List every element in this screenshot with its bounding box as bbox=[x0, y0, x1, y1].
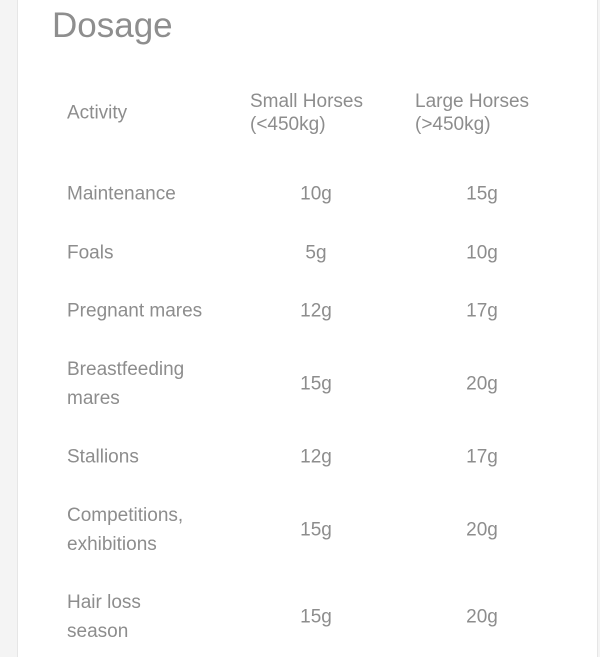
small-dose-cell: 12g bbox=[300, 446, 332, 468]
table-row: Breastfeeding mares 15g 20g bbox=[18, 354, 597, 414]
activity-cell: Hair loss season bbox=[67, 592, 141, 642]
large-dose-cell: 17g bbox=[466, 300, 498, 322]
small-dose-cell: 15g bbox=[300, 606, 332, 628]
activity-cell: Pregnant mares bbox=[67, 300, 203, 322]
header-activity: Activity bbox=[67, 102, 128, 124]
header-small-line2: (<450kg) bbox=[250, 114, 326, 135]
dosage-card: Dosage Activity Small Horses (<450kg) La… bbox=[17, 0, 598, 657]
header-large-line1: Large Horses bbox=[415, 91, 530, 112]
large-dose-cell: 20g bbox=[466, 519, 498, 541]
page-title: Dosage bbox=[52, 6, 173, 45]
header-large-horses: Large Horses (>450kg) bbox=[415, 90, 575, 136]
small-dose-cell: 10g bbox=[300, 183, 332, 205]
table-header-row: Activity Small Horses (<450kg) Large Hor… bbox=[18, 83, 597, 143]
table-row: Maintenance 10g 15g bbox=[18, 164, 597, 224]
small-dose-cell: 15g bbox=[300, 373, 332, 395]
large-dose-cell: 20g bbox=[466, 373, 498, 395]
table-row: Foals 5g 10g bbox=[18, 223, 597, 283]
small-dose-cell: 12g bbox=[300, 300, 332, 322]
activity-cell: Breastfeeding mares bbox=[67, 359, 185, 409]
table-row: Stallions 12g 17g bbox=[18, 427, 597, 487]
header-large-line2: (>450kg) bbox=[415, 114, 491, 135]
activity-cell: Maintenance bbox=[67, 183, 176, 205]
activity-cell: Competitions, exhibitions bbox=[67, 505, 184, 555]
large-dose-cell: 15g bbox=[466, 183, 498, 205]
table-row: Competitions, exhibitions 15g 20g bbox=[18, 500, 597, 560]
header-small-line1: Small Horses bbox=[250, 91, 363, 112]
activity-cell: Stallions bbox=[67, 446, 139, 468]
small-dose-cell: 5g bbox=[305, 242, 327, 264]
large-dose-cell: 10g bbox=[466, 242, 498, 264]
large-dose-cell: 17g bbox=[466, 446, 498, 468]
table-row: Hair loss season 15g 20g bbox=[18, 587, 597, 647]
large-dose-cell: 20g bbox=[466, 606, 498, 628]
table-row: Pregnant mares 12g 17g bbox=[18, 281, 597, 341]
activity-cell: Foals bbox=[67, 242, 114, 264]
header-small-horses: Small Horses (<450kg) bbox=[250, 90, 410, 136]
small-dose-cell: 15g bbox=[300, 519, 332, 541]
